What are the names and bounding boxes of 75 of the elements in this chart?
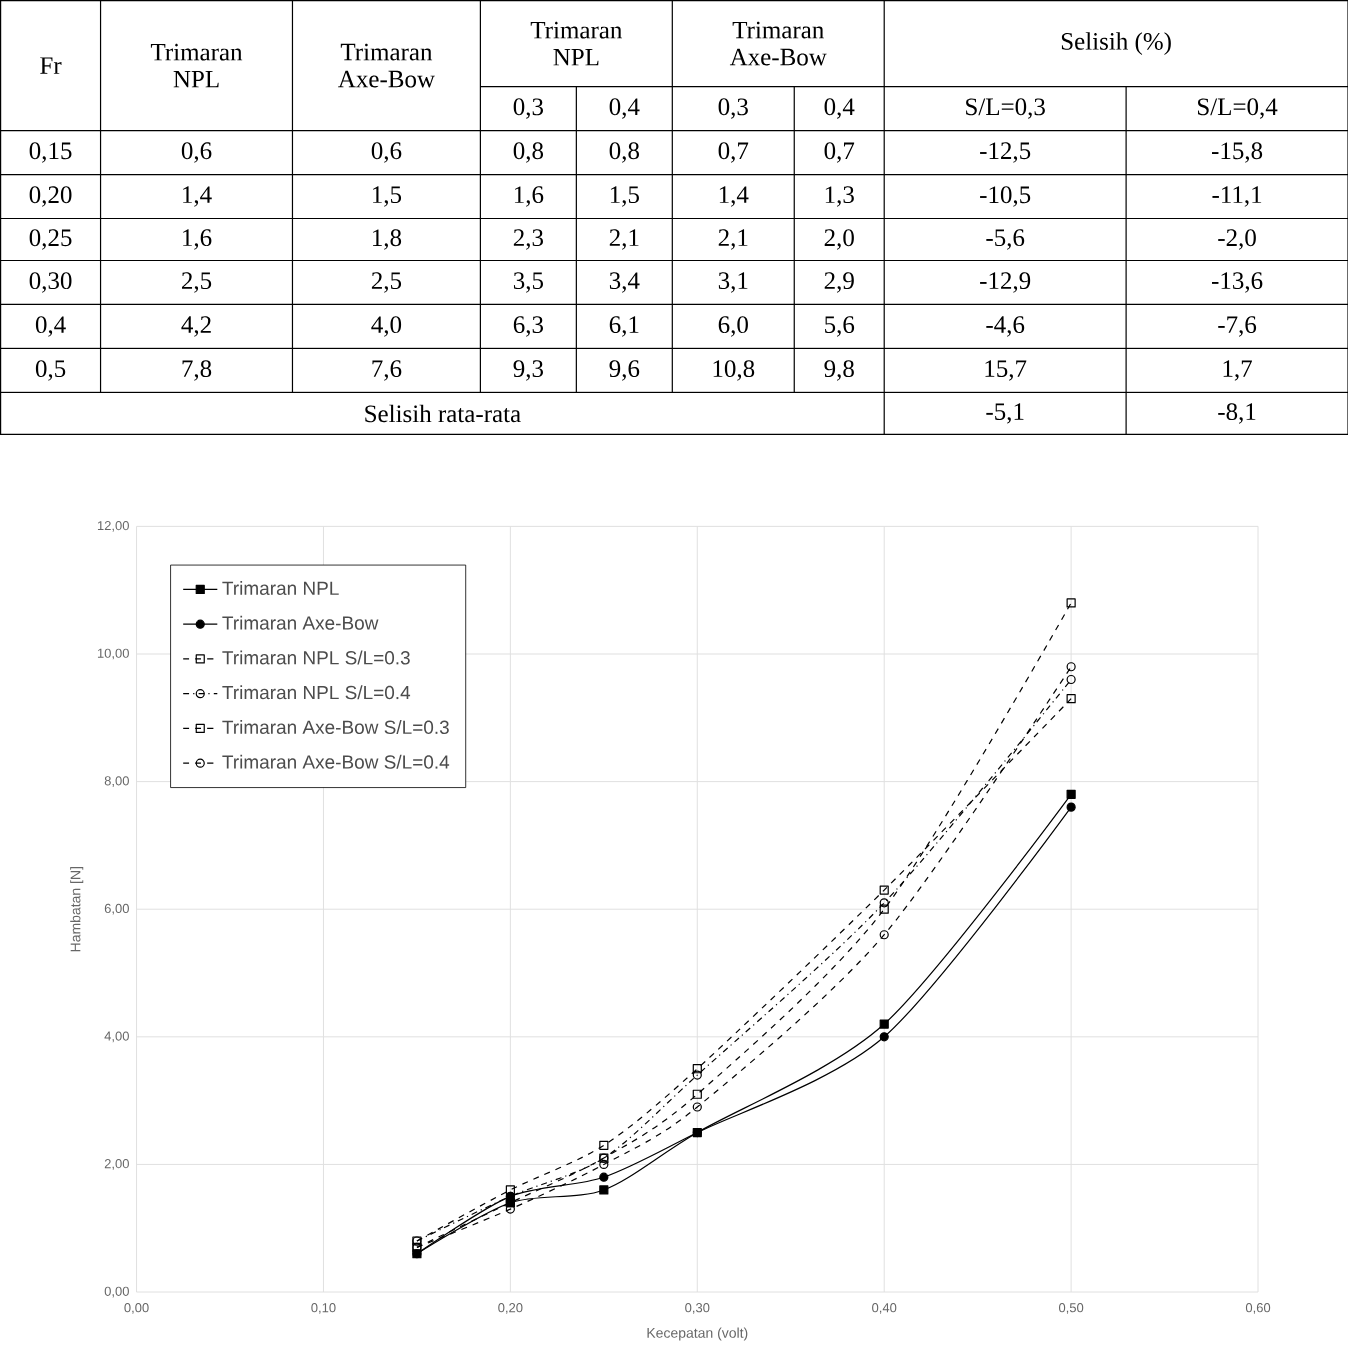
- legend-label: Trimaran NPL S/L=0.3: [222, 650, 410, 665]
- text: 7,6: [372, 360, 402, 381]
- text: -5,1: [986, 403, 1024, 424]
- text: 5,6: [824, 316, 854, 337]
- text: 2,5: [371, 272, 401, 293]
- text: 4,2: [181, 316, 211, 337]
- text: 2,1: [609, 229, 639, 250]
- text: Trimaran Axe-Bow: [729, 21, 827, 66]
- text: -5,6: [986, 229, 1024, 250]
- text: -11,1: [1212, 186, 1261, 207]
- text: Trimaran Axe-Bow: [337, 43, 435, 88]
- text: 1,8: [372, 229, 401, 250]
- text: Selisih (%): [1061, 32, 1171, 55]
- text: 3,4: [609, 272, 640, 293]
- text: 0,8: [513, 142, 543, 163]
- text: 1,5: [610, 186, 639, 207]
- text: 1,7: [1223, 360, 1252, 381]
- text: Trimaran NPL: [530, 21, 622, 66]
- text: 0,25: [29, 229, 72, 250]
- text: 0,30: [29, 272, 72, 293]
- text: 2,5: [181, 272, 211, 293]
- text: 0,6: [181, 142, 212, 163]
- text: 4,0: [371, 316, 401, 337]
- text: 6,3: [513, 316, 543, 337]
- text: 1,5: [372, 186, 401, 207]
- text: 1,3: [825, 186, 854, 207]
- text: S/L=0,3: [965, 98, 1045, 119]
- text: Selisih rata-rata: [365, 404, 521, 423]
- legend-label: Trimaran Axe-Bow S/L=0.4: [222, 754, 449, 769]
- text: 1,4: [719, 186, 749, 207]
- text: 9,6: [609, 360, 639, 381]
- text: Trimaran NPL: [150, 43, 242, 88]
- text: 0,7: [824, 142, 854, 163]
- text: -2,0: [1217, 229, 1256, 250]
- text: 1,6: [182, 229, 212, 250]
- text: 3,1: [718, 272, 748, 293]
- text: 0,15: [29, 142, 72, 163]
- text: -12,9: [979, 272, 1030, 293]
- legend-label: Trimaran NPL S/L=0.4: [222, 685, 410, 700]
- legend-label: Trimaran Axe-Bow S/L=0.3: [222, 720, 449, 735]
- text: -13,6: [1211, 272, 1263, 293]
- text: 0,5: [35, 360, 65, 381]
- text: 0,8: [609, 142, 639, 163]
- text: 10,8: [713, 360, 754, 381]
- text: S/L=0,4: [1197, 98, 1278, 119]
- text: 7,8: [182, 360, 211, 381]
- text: 0,6: [371, 142, 402, 163]
- text: 1,6: [514, 186, 543, 207]
- text: 2,0: [824, 229, 854, 250]
- text: 3,5: [513, 272, 543, 293]
- text: -7,6: [1217, 316, 1256, 337]
- text: 2,3: [513, 229, 543, 250]
- text: -15,8: [1211, 142, 1262, 163]
- text: 6,0: [718, 316, 748, 337]
- text: 9,8: [824, 360, 854, 381]
- text: 15,7: [985, 360, 1027, 381]
- legend-label: Trimaran Axe-Bow: [222, 615, 379, 630]
- text: -10,5: [979, 186, 1030, 207]
- legend-label: Trimaran NPL: [222, 581, 339, 596]
- text: 9,3: [513, 360, 543, 381]
- text: -4,6: [986, 316, 1024, 337]
- text: 2,1: [718, 229, 748, 250]
- text: 0,4: [35, 316, 66, 337]
- text: 0,4: [824, 98, 855, 119]
- text: 0,20: [29, 186, 72, 207]
- text: Fr: [39, 57, 62, 74]
- text: 6,1: [609, 316, 639, 337]
- text: 1,4: [182, 186, 212, 207]
- text: -12,5: [979, 142, 1030, 163]
- text: 0,3: [513, 98, 543, 119]
- text: 2,9: [824, 272, 854, 293]
- text: 0,4: [609, 98, 640, 119]
- text: 0,3: [718, 98, 748, 119]
- text: -8,1: [1217, 403, 1256, 424]
- text: 0,7: [718, 142, 748, 163]
